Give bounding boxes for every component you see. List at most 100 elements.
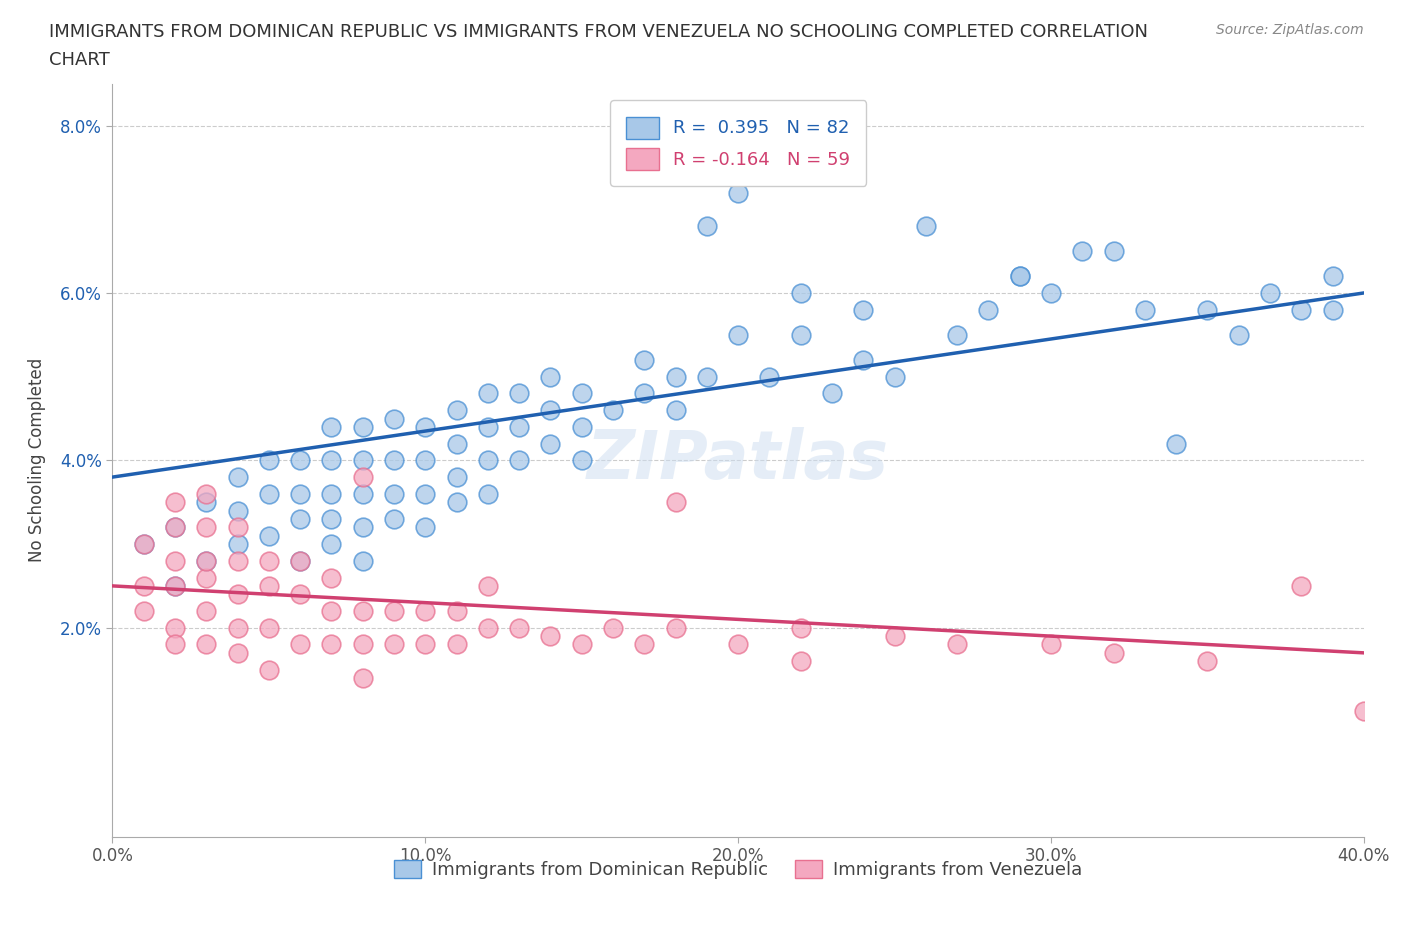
Point	[257, 453, 280, 468]
Point	[696, 219, 718, 233]
Point	[790, 286, 813, 300]
Point	[352, 604, 374, 618]
Point	[382, 453, 405, 468]
Point	[226, 587, 249, 602]
Point	[382, 486, 405, 501]
Point	[163, 578, 186, 593]
Point	[352, 520, 374, 535]
Point	[352, 470, 374, 485]
Point	[1353, 704, 1375, 719]
Point	[540, 629, 562, 644]
Point	[508, 419, 530, 434]
Point	[508, 620, 530, 635]
Point	[1039, 637, 1063, 652]
Point	[290, 453, 312, 468]
Point	[195, 553, 218, 568]
Point	[790, 327, 813, 342]
Point	[195, 486, 218, 501]
Point	[508, 453, 530, 468]
Point	[195, 637, 218, 652]
Point	[1291, 302, 1313, 317]
Text: Source: ZipAtlas.com: Source: ZipAtlas.com	[1216, 23, 1364, 37]
Point	[226, 553, 249, 568]
Point	[415, 453, 437, 468]
Point	[352, 553, 374, 568]
Point	[790, 620, 813, 635]
Point	[571, 386, 593, 401]
Point	[946, 327, 969, 342]
Point	[664, 403, 686, 418]
Point	[852, 352, 875, 367]
Point	[352, 419, 374, 434]
Point	[226, 537, 249, 551]
Point	[883, 369, 905, 384]
Point	[664, 495, 686, 510]
Point	[132, 537, 155, 551]
Point	[195, 553, 218, 568]
Point	[540, 436, 562, 451]
Point	[290, 553, 312, 568]
Point	[571, 453, 593, 468]
Point	[382, 411, 405, 426]
Point	[883, 629, 905, 644]
Point	[915, 219, 938, 233]
Point	[1322, 302, 1344, 317]
Point	[163, 637, 186, 652]
Point	[195, 570, 218, 585]
Point	[257, 528, 280, 543]
Point	[1102, 244, 1125, 259]
Point	[571, 637, 593, 652]
Point	[321, 512, 343, 526]
Point	[446, 470, 468, 485]
Point	[540, 403, 562, 418]
Point	[571, 419, 593, 434]
Point	[226, 520, 249, 535]
Point	[132, 578, 155, 593]
Point	[727, 637, 749, 652]
Point	[602, 620, 624, 635]
Point	[321, 570, 343, 585]
Point	[477, 386, 499, 401]
Point	[226, 645, 249, 660]
Point	[821, 386, 844, 401]
Point	[633, 352, 655, 367]
Point	[382, 512, 405, 526]
Point	[321, 453, 343, 468]
Point	[290, 512, 312, 526]
Point	[382, 637, 405, 652]
Point	[352, 486, 374, 501]
Point	[321, 537, 343, 551]
Point	[352, 453, 374, 468]
Point	[321, 419, 343, 434]
Point	[257, 553, 280, 568]
Point	[257, 578, 280, 593]
Point	[195, 604, 218, 618]
Point	[257, 662, 280, 677]
Point	[540, 369, 562, 384]
Point	[477, 486, 499, 501]
Point	[633, 386, 655, 401]
Point	[290, 637, 312, 652]
Point	[163, 520, 186, 535]
Point	[664, 369, 686, 384]
Point	[477, 620, 499, 635]
Point	[163, 495, 186, 510]
Point	[946, 637, 969, 652]
Point	[602, 403, 624, 418]
Point	[163, 553, 186, 568]
Y-axis label: No Schooling Completed: No Schooling Completed	[28, 358, 46, 563]
Point	[446, 403, 468, 418]
Point	[477, 578, 499, 593]
Point	[1227, 327, 1250, 342]
Point	[852, 302, 875, 317]
Point	[1133, 302, 1156, 317]
Point	[1071, 244, 1094, 259]
Point	[321, 604, 343, 618]
Point	[477, 453, 499, 468]
Point	[352, 637, 374, 652]
Point	[696, 369, 718, 384]
Point	[727, 185, 749, 200]
Point	[290, 587, 312, 602]
Point	[633, 637, 655, 652]
Point	[257, 486, 280, 501]
